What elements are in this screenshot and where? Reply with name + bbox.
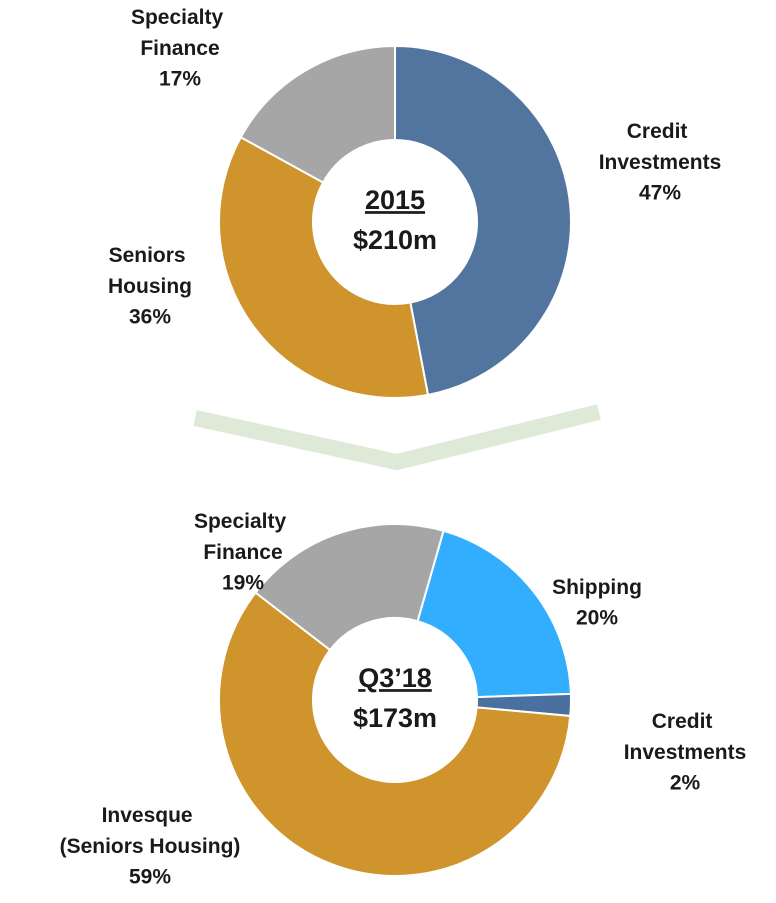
label-line: Finance — [203, 541, 282, 564]
slice-value-label: 59% — [129, 866, 171, 889]
slice-label: Specialty Finance — [194, 510, 292, 564]
slice-label: Seniors Housing — [108, 244, 192, 298]
label-line: Investments — [624, 741, 747, 764]
label-line: (Seniors Housing) — [60, 835, 241, 858]
label-line: Credit — [627, 120, 694, 143]
slice-value-label: 20% — [576, 607, 618, 630]
label-line: Specialty — [131, 6, 229, 29]
slice-label: Credit Investments — [624, 710, 747, 764]
slice-label: Specialty Finance — [131, 6, 229, 60]
slice-label: Credit Investments — [599, 120, 722, 174]
slice-value-label: 17% — [159, 68, 201, 91]
center-total: $210m — [353, 225, 437, 255]
label-line: Credit — [652, 710, 719, 733]
label-line: Invesque — [102, 804, 199, 827]
label-line: Seniors — [109, 244, 192, 267]
label-line: Specialty — [194, 510, 292, 533]
slice-label: Shipping — [552, 576, 642, 599]
donut-slice — [254, 523, 445, 652]
center-total: $173m — [353, 703, 437, 733]
label-line: Finance — [140, 37, 219, 60]
slice-value-label: 19% — [222, 572, 264, 595]
slice-value-label: 47% — [639, 182, 681, 205]
donut-slice — [239, 44, 396, 184]
label-line: Housing — [108, 275, 192, 298]
donut-slice — [218, 591, 572, 877]
donut-slice — [416, 529, 572, 699]
center-title: 2015 — [365, 185, 425, 215]
label-line: Shipping — [552, 576, 642, 599]
slice-value-label: 36% — [129, 306, 171, 329]
donut-slice — [218, 135, 430, 399]
slice-label: Invesque (Seniors Housing) — [60, 804, 241, 858]
donut-slice — [394, 44, 572, 397]
center-title: Q3’18 — [358, 663, 432, 693]
transition-chevron — [193, 404, 601, 471]
label-line: Investments — [599, 151, 722, 174]
slice-value-label: 2% — [670, 772, 701, 795]
